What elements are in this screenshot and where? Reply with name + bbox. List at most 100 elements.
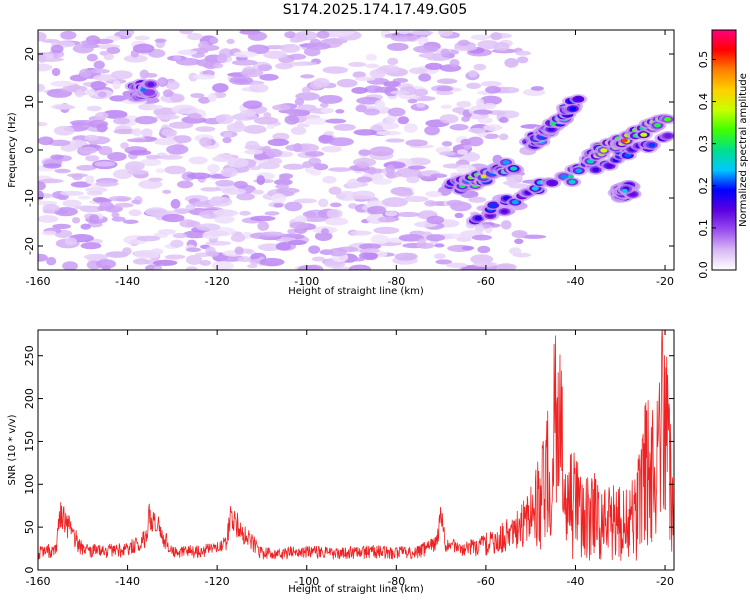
heatmap-cell (449, 58, 460, 68)
heatmap-cell (124, 165, 141, 171)
heatmap-cell (109, 95, 128, 102)
heatmap-cell (248, 83, 269, 93)
heatmap-feature-peak (567, 174, 574, 179)
heatmap-cell (158, 228, 176, 235)
heatmap-cell (198, 40, 210, 51)
heatmap-cell (413, 88, 429, 97)
y-tick-label: 250 (23, 345, 36, 366)
heatmap-cell (86, 53, 98, 62)
heatmap-cell (480, 81, 502, 87)
heatmap-cell (374, 99, 386, 110)
heatmap-cell (149, 105, 164, 110)
x-tick-label: -60 (477, 575, 495, 588)
heatmap-cell (150, 248, 164, 255)
heatmap-cell (190, 93, 205, 98)
heatmap-cell (122, 247, 132, 255)
heatmap-cell (128, 209, 142, 217)
heatmap-cell (195, 126, 216, 132)
heatmap-cell (207, 92, 218, 102)
heatmap-cell (266, 123, 276, 130)
heatmap-cell (457, 39, 470, 47)
heatmap-cell (418, 52, 444, 59)
heatmap-cell (108, 195, 132, 202)
heatmap-cell (297, 264, 321, 270)
heatmap-cell (302, 211, 317, 218)
heatmap-cell (472, 261, 498, 267)
heatmap-cell (477, 245, 491, 254)
heatmap-cell (367, 166, 377, 175)
colorbar-gradient (712, 30, 736, 270)
heatmap-cell (424, 200, 437, 207)
heatmap-cell (65, 237, 78, 246)
heatmap-cell (154, 138, 177, 146)
heatmap-cell (38, 178, 64, 184)
heatmap-cell (140, 158, 162, 167)
heatmap-cell (403, 196, 429, 203)
heatmap-cell (319, 102, 329, 108)
spectrogram-x-ticks: -160 -140 -120 -100 -80 -60 -40 -20 (26, 30, 674, 288)
heatmap-cell (74, 205, 98, 210)
x-tick-label: -80 (387, 275, 405, 288)
heatmap-cell (50, 80, 75, 87)
heatmap-feature-core (624, 153, 632, 158)
heatmap-cell (257, 243, 282, 251)
heatmap-cell (186, 172, 211, 180)
heatmap-cell (71, 217, 81, 224)
heatmap-cell (152, 259, 178, 266)
heatmap-cell (211, 261, 234, 270)
heatmap-cell (71, 173, 83, 181)
heatmap-cell (215, 114, 234, 125)
heatmap-cell (187, 113, 202, 119)
heatmap-feature-core (592, 167, 600, 173)
heatmap-cell (262, 145, 272, 153)
heatmap-feature-peak (621, 138, 628, 143)
heatmap-cell (301, 86, 311, 94)
heatmap-feature-core (548, 180, 556, 186)
heatmap-cell (483, 124, 503, 132)
heatmap-cell (468, 127, 486, 134)
heatmap-cell (446, 199, 464, 207)
heatmap-cell (148, 177, 163, 182)
heatmap-cell (62, 199, 82, 208)
heatmap-cell (249, 215, 276, 222)
heatmap-feature-core (489, 202, 497, 208)
heatmap-cell (90, 80, 106, 90)
heatmap-cell (297, 104, 317, 112)
heatmap-cell (69, 119, 96, 126)
heatmap-cell (212, 83, 229, 93)
heatmap-cell (128, 149, 152, 156)
heatmap-cell (83, 253, 109, 261)
heatmap-cell (50, 154, 64, 160)
heatmap-cell (416, 102, 426, 108)
heatmap-cell (168, 121, 194, 129)
heatmap-cell (95, 181, 119, 187)
colorbar-tick-label: 0.1 (697, 219, 710, 237)
snr-y-ticks: 0 50 100 150 200 250 (23, 345, 674, 574)
heatmap-cell (259, 73, 279, 81)
heatmap-cell (50, 44, 64, 54)
heatmap-cell (132, 258, 150, 265)
x-tick-label: -100 (294, 275, 319, 288)
heatmap-feature-core (560, 174, 568, 179)
heatmap-cell (200, 187, 221, 192)
heatmap-cell (111, 212, 120, 218)
heatmap-cell (131, 128, 143, 137)
x-tick-label: -160 (26, 275, 51, 288)
heatmap-cell (376, 130, 402, 136)
heatmap-cell (530, 86, 544, 91)
snr-panel: -160 -140 -120 -100 -80 -60 -40 -20 0 50 100 150 20… (7, 329, 675, 595)
heatmap-cell (439, 114, 459, 124)
heatmap-cell (324, 217, 349, 226)
heatmap-cell (162, 189, 172, 194)
heatmap-cell (275, 62, 294, 70)
heatmap-cell (171, 104, 198, 115)
heatmap-cell (440, 104, 453, 109)
heatmap-cell (38, 31, 47, 42)
heatmap-cell (95, 111, 109, 120)
heatmap-feature-core (511, 199, 519, 205)
heatmap-cell (369, 146, 394, 157)
heatmap-cell (314, 231, 333, 242)
heatmap-cell (328, 186, 342, 195)
heatmap-cells (38, 30, 674, 270)
heatmap-cell (407, 98, 418, 104)
